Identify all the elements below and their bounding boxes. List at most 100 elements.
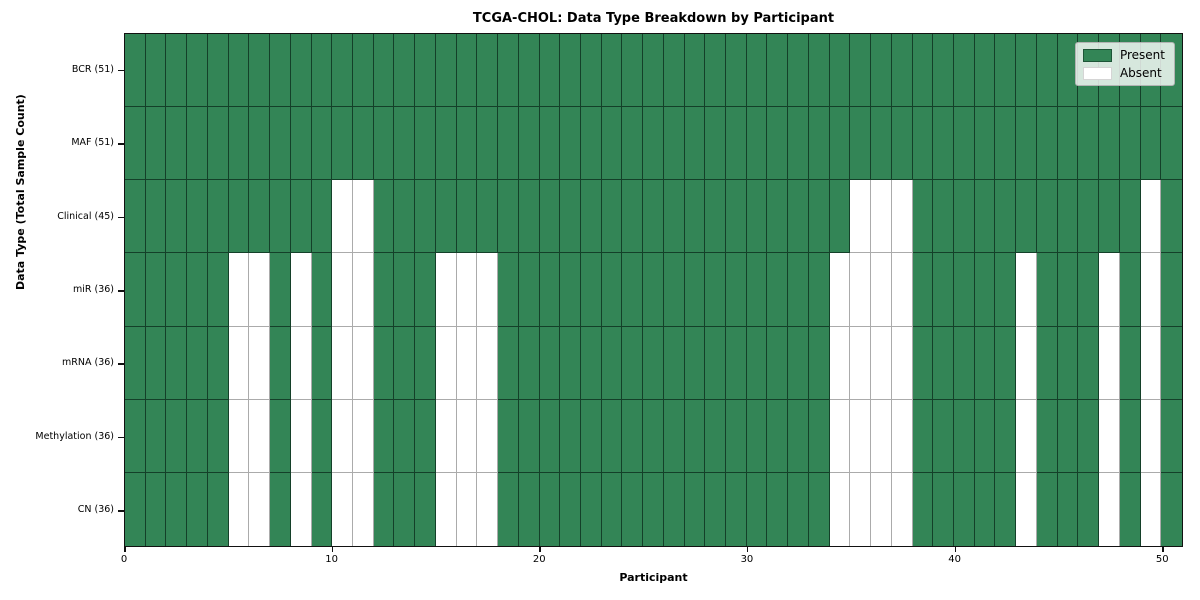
heatmap-cell [954,472,975,546]
heatmap-cell [954,180,975,254]
heatmap-cell [663,34,685,108]
heatmap-cell [1099,472,1120,546]
heatmap-cell [850,399,872,473]
heatmap-cell [1099,326,1120,400]
heatmap-cell [187,472,208,546]
heatmap-cell [1119,399,1141,473]
heatmap-cell [974,326,996,400]
x-tick-label: 40 [948,554,961,565]
x-axis-label: Participant [619,571,688,584]
heatmap-cell [394,472,416,546]
chart-title: TCGA-CHOL: Data Type Breakdown by Partic… [472,11,835,26]
heatmap-cell [207,180,229,254]
heatmap-cell [1036,34,1058,108]
heatmap-cell [580,399,602,473]
heatmap-cell [643,399,664,473]
heatmap-cell [1016,472,1037,546]
heatmap-cell [1140,326,1162,400]
heatmap-cell [290,472,312,546]
heatmap-cell [1119,107,1141,181]
heatmap-cell [788,472,809,546]
heatmap-cell [933,472,955,546]
heatmap-cell [518,107,540,181]
heatmap-cell [912,107,934,181]
heatmap-cell [270,107,291,181]
heatmap-cell [746,107,768,181]
heatmap-cell [871,399,892,473]
heatmap-cell [498,253,519,327]
heatmap-cell [601,34,623,108]
heatmap-cell [332,107,353,181]
heatmap-cell [456,326,478,400]
heatmap-cell [705,180,727,254]
heatmap-cell [228,326,250,400]
heatmap-cell [767,472,789,546]
heatmap-cell [415,34,436,108]
heatmap-cell [249,253,271,327]
heatmap-cell [995,180,1017,254]
heatmap-cell [684,107,706,181]
heatmap-cell [871,326,892,400]
heatmap-cell [228,107,250,181]
heatmap-cell [1057,326,1079,400]
heatmap-cell [1036,107,1058,181]
heatmap-cell [850,34,872,108]
heatmap-cell [705,34,727,108]
heatmap-cell [891,472,913,546]
heatmap-cell [498,472,519,546]
heatmap-cell [498,180,519,254]
heatmap-cell [726,253,747,327]
heatmap-cell [415,253,436,327]
heatmap-cell [643,107,664,181]
heatmap-cell [1057,472,1079,546]
heatmap-cell [580,253,602,327]
heatmap-cell [435,180,457,254]
heatmap-cell [270,180,291,254]
heatmap-cell [1036,399,1058,473]
heatmap-cell [891,326,913,400]
heatmap-cell [767,34,789,108]
heatmap-cell [270,253,291,327]
heatmap-cell [228,399,250,473]
heatmap-cell [456,180,478,254]
heatmap-cell [726,399,747,473]
heatmap-cell [394,399,416,473]
heatmap-grid [125,34,1182,546]
heatmap-cell [622,180,644,254]
heatmap-cell [187,326,208,400]
heatmap-cell [435,253,457,327]
heatmap-cell [663,253,685,327]
heatmap-cell [746,326,768,400]
x-tick-label: 0 [120,554,128,565]
heatmap-cell [829,34,851,108]
heatmap-cell [207,472,229,546]
heatmap-cell [1016,107,1037,181]
heatmap-cell [788,253,809,327]
heatmap-cell [477,180,499,254]
heatmap-cell [954,107,975,181]
heatmap-cell [767,399,789,473]
heatmap-cell [332,180,353,254]
heatmap-cell [726,326,747,400]
heatmap-cell [166,107,188,181]
y-tick-label-clinical: Clinical (45) [57,210,114,222]
heatmap-cell [498,107,519,181]
heatmap-cell [1161,107,1182,181]
heatmap-cell [622,399,644,473]
heatmap-cell [829,253,851,327]
heatmap-cell [394,180,416,254]
heatmap-cell [871,472,892,546]
heatmap-cell [125,326,146,400]
heatmap-cell [788,34,809,108]
heatmap-cell [187,180,208,254]
heatmap-cell [249,326,271,400]
heatmap-cell [290,34,312,108]
heatmap-cell [415,180,436,254]
heatmap-cell [767,107,789,181]
heatmap-cell [912,472,934,546]
heatmap-cell [373,472,395,546]
heatmap-cell [415,399,436,473]
heatmap-cell [1161,399,1182,473]
heatmap-cell [270,399,291,473]
